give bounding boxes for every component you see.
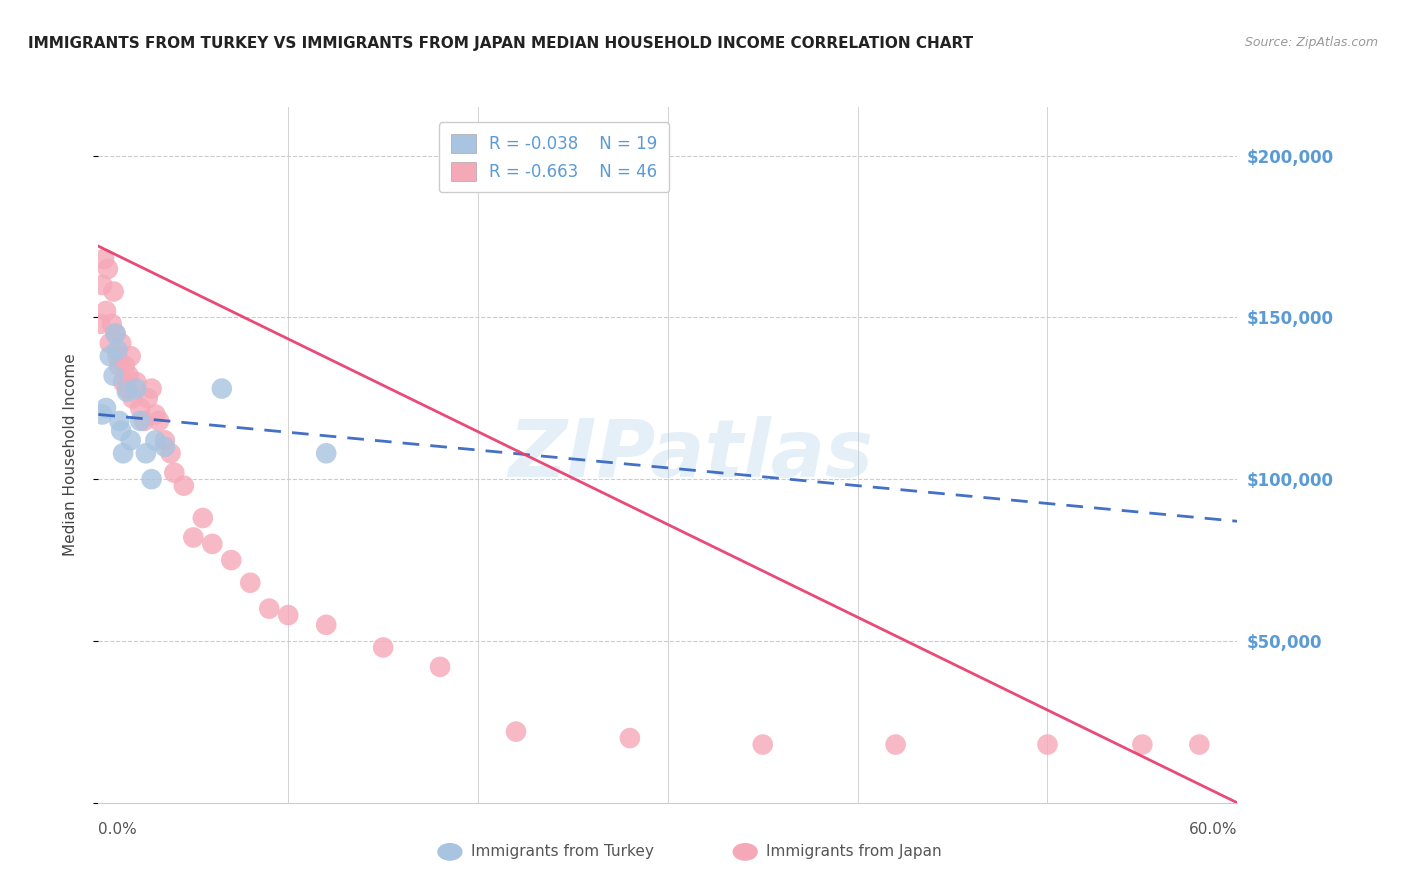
Point (120, 434, 142, 448)
Point (121, 392, 143, 406)
Point (201, 537, 224, 551)
Point (115, 382, 138, 396)
Point (183, 531, 205, 545)
Point (315, 617, 337, 632)
Point (619, 731, 641, 745)
Point (1132, 738, 1154, 752)
Point (112, 446, 135, 460)
Point (103, 368, 125, 383)
Point (118, 368, 141, 383)
Point (505, 724, 527, 739)
Point (98, 349, 121, 363)
Point (125, 375, 148, 389)
Point (108, 359, 131, 373)
Point (145, 408, 167, 422)
Point (129, 414, 152, 428)
Point (221, 553, 243, 567)
Point (145, 434, 167, 448)
Point (191, 511, 214, 525)
Point (114, 359, 136, 373)
Text: ZIPatlas: ZIPatlas (508, 416, 873, 494)
Point (141, 472, 163, 486)
Point (132, 414, 155, 428)
Text: Immigrants from Japan: Immigrants from Japan (766, 845, 942, 859)
Text: IMMIGRANTS FROM TURKEY VS IMMIGRANTS FROM JAPAN MEDIAN HOUSEHOLD INCOME CORRELAT: IMMIGRANTS FROM TURKEY VS IMMIGRANTS FRO… (28, 36, 973, 51)
Point (211, 382, 233, 396)
Point (115, 384, 138, 399)
Point (153, 440, 176, 454)
Point (159, 446, 181, 460)
Point (259, 601, 281, 615)
Point (239, 575, 262, 590)
Point (163, 466, 186, 480)
Text: Immigrants from Turkey: Immigrants from Turkey (471, 845, 654, 859)
Legend: R = -0.038    N = 19, R = -0.663    N = 46: R = -0.038 N = 19, R = -0.663 N = 46 (439, 122, 669, 193)
Point (173, 478, 195, 492)
Point (112, 375, 135, 389)
Point (136, 392, 159, 406)
Point (884, 738, 907, 752)
Point (148, 414, 170, 428)
Point (1036, 738, 1059, 752)
Point (93, 252, 115, 267)
Point (107, 349, 129, 363)
Point (277, 608, 299, 623)
Point (104, 326, 127, 341)
Point (752, 738, 775, 752)
Point (141, 382, 163, 396)
Point (429, 660, 451, 674)
Point (94, 304, 117, 318)
Point (153, 434, 176, 448)
Text: Source: ZipAtlas.com: Source: ZipAtlas.com (1244, 36, 1378, 49)
Point (98, 336, 121, 351)
Point (91, 408, 114, 422)
Text: 60.0%: 60.0% (1189, 822, 1237, 837)
Point (315, 446, 337, 460)
Point (1188, 738, 1211, 752)
Point (135, 446, 157, 460)
Point (110, 424, 132, 438)
Point (371, 640, 394, 655)
Point (120, 349, 142, 363)
Point (129, 401, 152, 415)
Y-axis label: Median Household Income: Median Household Income (63, 353, 77, 557)
Point (103, 285, 125, 299)
Point (97, 261, 120, 276)
Point (108, 414, 131, 428)
Point (104, 326, 127, 341)
Point (100, 317, 122, 331)
Text: 0.0%: 0.0% (98, 822, 138, 837)
Point (107, 343, 129, 357)
Point (125, 382, 148, 396)
Point (110, 336, 132, 351)
Point (91, 278, 114, 293)
Point (89, 317, 111, 331)
Point (94, 401, 117, 415)
